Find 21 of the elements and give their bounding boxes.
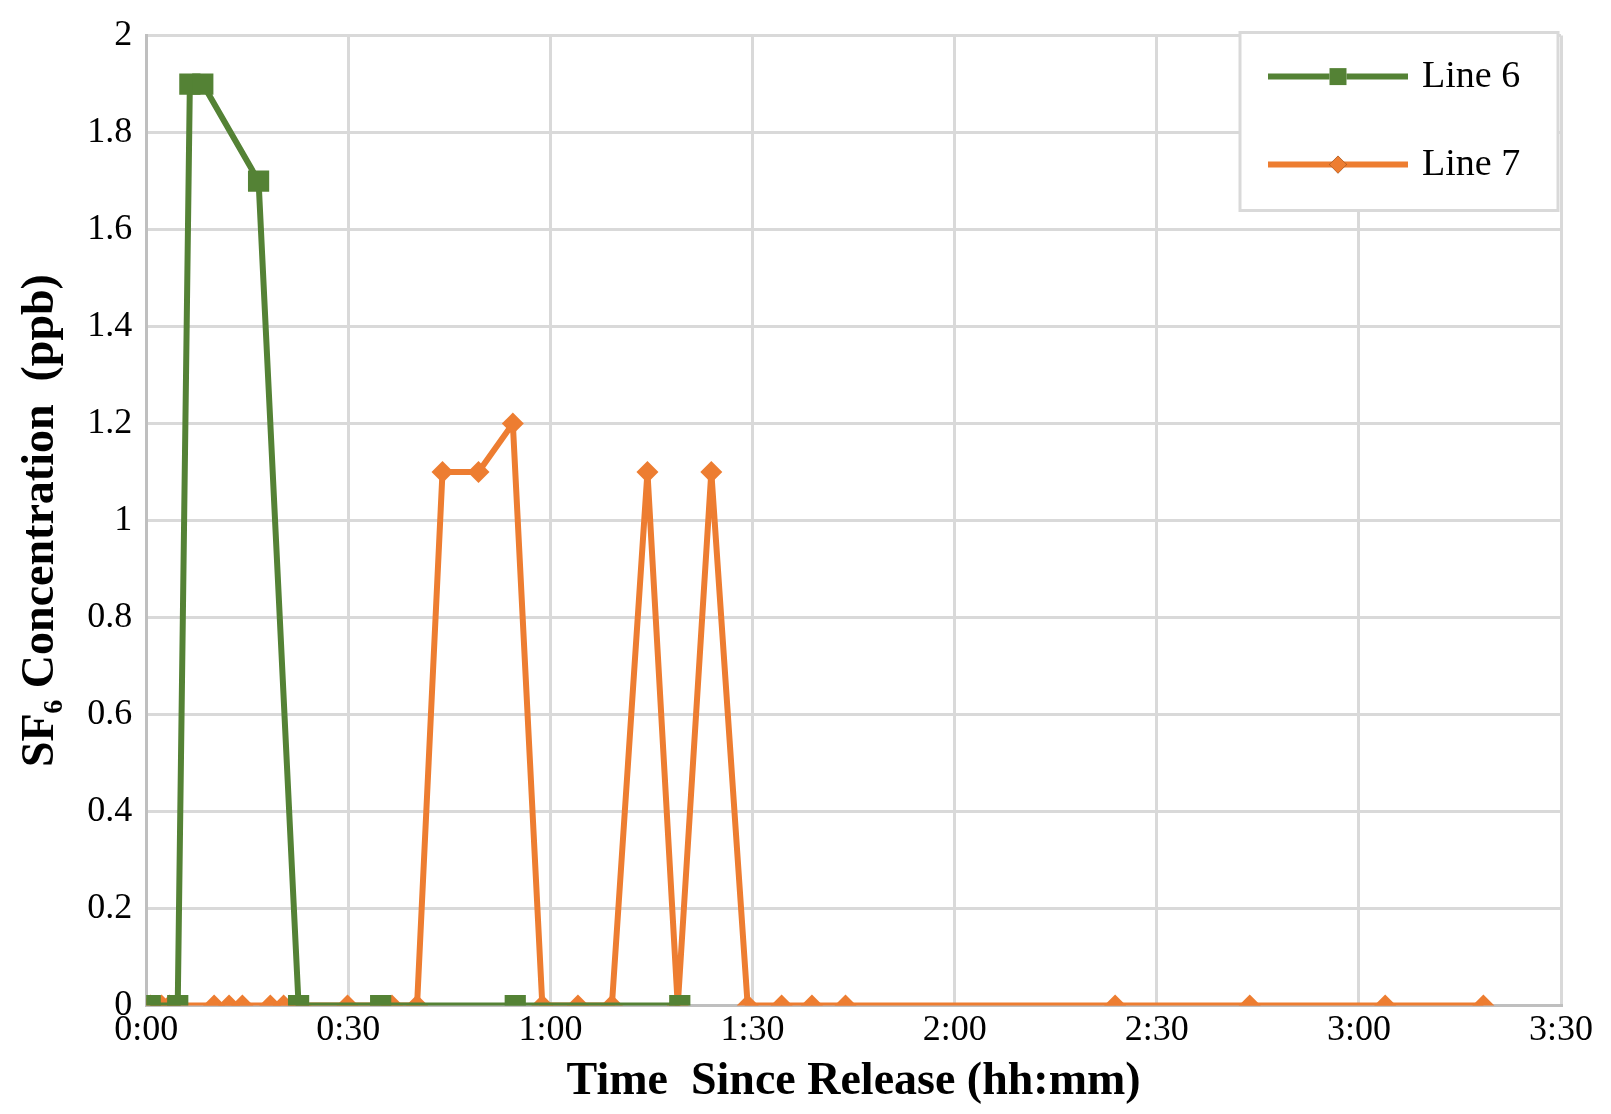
x-tick-label: 0:30 bbox=[316, 1007, 381, 1048]
x-tick-label: 3:30 bbox=[1528, 1007, 1594, 1048]
x-tick-label: 2:00 bbox=[922, 1007, 987, 1048]
y-tick-label: 1.4 bbox=[87, 304, 133, 345]
x-tick-label: 1:30 bbox=[720, 1007, 785, 1048]
x-tick-label: 2:30 bbox=[1124, 1007, 1189, 1048]
y-tick-label: 0.8 bbox=[87, 595, 133, 636]
x-axis-title: Time Since Release (hh:mm) bbox=[566, 1053, 1141, 1105]
y-tick-label: 1.6 bbox=[87, 207, 133, 248]
y-tick-label: 1.2 bbox=[87, 401, 133, 442]
y-tick-label: 0.2 bbox=[87, 886, 133, 927]
x-tick-label: 3:00 bbox=[1326, 1007, 1391, 1048]
y-tick-label: 0.6 bbox=[87, 692, 133, 733]
legend-label: Line 6 bbox=[1422, 52, 1521, 95]
legend-label: Line 7 bbox=[1422, 140, 1521, 183]
y-tick-label: 1 bbox=[114, 498, 133, 539]
y-tick-label: 2 bbox=[114, 13, 133, 54]
y-tick-label: 0.4 bbox=[87, 789, 133, 830]
y-axis-title: SF₆ Concentration (ppb) bbox=[12, 274, 64, 768]
y-tick-label: 1.8 bbox=[87, 110, 133, 151]
x-tick-label: 1:00 bbox=[518, 1007, 583, 1048]
